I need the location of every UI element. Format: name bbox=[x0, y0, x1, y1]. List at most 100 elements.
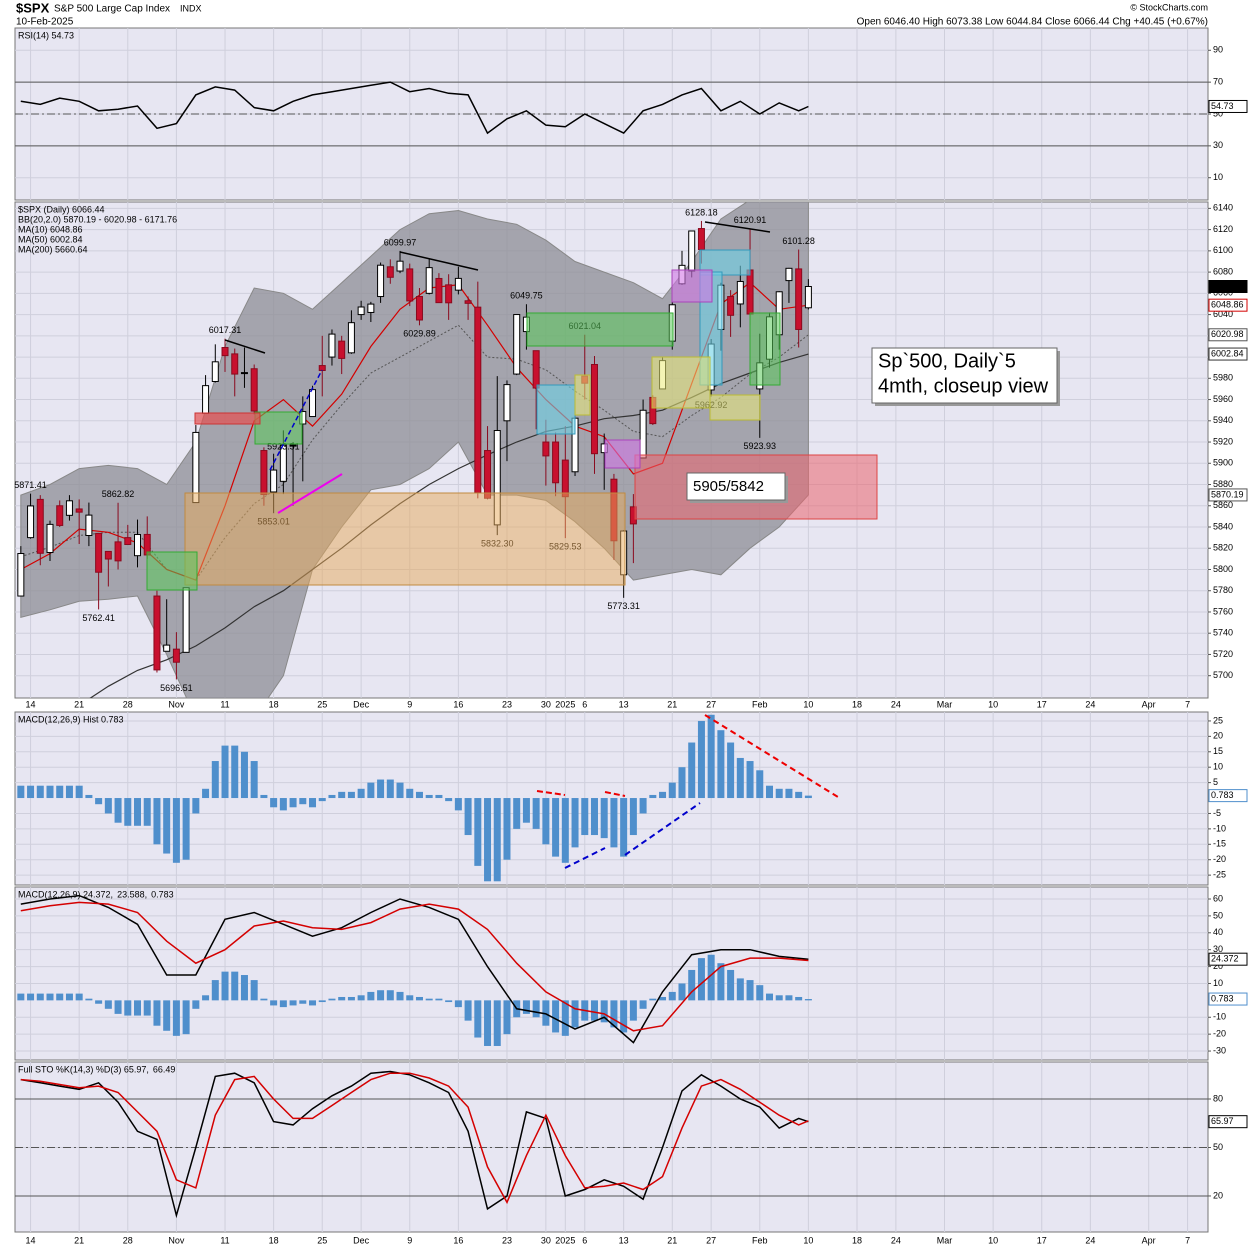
histogram-bar bbox=[75, 993, 83, 1001]
bollinger-middle bbox=[20, 324, 809, 581]
trend-line bbox=[704, 221, 771, 233]
histogram-bar bbox=[707, 954, 715, 1001]
x-tick-label: 28 bbox=[123, 699, 133, 709]
histogram-bar bbox=[192, 798, 200, 814]
histogram-bar bbox=[260, 998, 268, 1001]
zone bbox=[254, 411, 303, 445]
histogram-bar bbox=[124, 798, 132, 826]
histogram-bar bbox=[163, 798, 171, 854]
histogram-bar bbox=[425, 794, 433, 799]
y-tick-label: -25 bbox=[1213, 870, 1226, 880]
histogram-bar bbox=[727, 969, 735, 1001]
histogram-bar bbox=[775, 995, 783, 1001]
candle-body bbox=[367, 303, 375, 313]
value-tag bbox=[1208, 347, 1248, 361]
histogram-bar bbox=[56, 993, 64, 1001]
histogram-bar bbox=[795, 996, 803, 1001]
candle-body bbox=[454, 277, 462, 291]
x-tick-label: 28 bbox=[123, 1235, 133, 1245]
y-tick-label: 5980 bbox=[1213, 373, 1233, 383]
y-tick-label: 10 bbox=[1213, 172, 1223, 182]
candle-body bbox=[95, 532, 103, 573]
zone bbox=[184, 492, 626, 586]
candle-body bbox=[289, 444, 297, 447]
candle-body bbox=[85, 514, 93, 536]
value-tag bbox=[1208, 952, 1248, 966]
x-tick-label: 7 bbox=[1185, 1235, 1190, 1245]
histogram-bar bbox=[415, 996, 423, 1001]
candle-body bbox=[785, 267, 793, 282]
histogram-bar bbox=[425, 998, 433, 1001]
y-tick-label: -10 bbox=[1213, 823, 1226, 833]
histogram-bar bbox=[143, 1000, 151, 1016]
histogram-bar bbox=[804, 999, 812, 1001]
histogram-bar bbox=[406, 788, 414, 799]
date: 10-Feb-2025 bbox=[16, 17, 74, 28]
histogram-bar bbox=[756, 985, 764, 1001]
y-tick-label: 20 bbox=[1213, 1190, 1223, 1200]
trend-line bbox=[704, 714, 839, 798]
histogram-bar bbox=[211, 761, 219, 799]
histogram-bar bbox=[338, 791, 346, 799]
histogram-bar bbox=[688, 742, 696, 799]
candle-body bbox=[202, 385, 210, 414]
histogram-bar bbox=[435, 794, 443, 799]
quote: Open 6046.40 High 6073.38 Low 6044.84 Cl… bbox=[857, 17, 1208, 28]
histogram-bar bbox=[639, 1000, 647, 1009]
candle-body bbox=[513, 314, 521, 375]
y-tick-label: 5740 bbox=[1213, 628, 1233, 638]
trend-line bbox=[269, 369, 323, 471]
histogram-bar bbox=[503, 1000, 511, 1035]
value-tag bbox=[1208, 298, 1248, 312]
x-tick-label: Dec bbox=[353, 1235, 370, 1245]
value-tag-label: 5870.19 bbox=[1211, 489, 1244, 499]
histogram-bar bbox=[377, 779, 385, 799]
histogram-bar bbox=[620, 1000, 628, 1033]
zone bbox=[699, 249, 751, 276]
value-tag-label: 54.73 bbox=[1211, 101, 1234, 111]
y-tick-label: 6120 bbox=[1213, 224, 1233, 234]
panel-layer bbox=[15, 1062, 1208, 1232]
histogram-bar bbox=[328, 794, 336, 799]
histogram-bar bbox=[202, 995, 210, 1001]
value-tag-label: 65.97 bbox=[1211, 1116, 1234, 1126]
price-label: 5923.51 bbox=[267, 442, 300, 452]
histogram-bar bbox=[756, 770, 764, 799]
candle-body bbox=[134, 534, 142, 557]
x-tick-label: 18 bbox=[269, 1235, 279, 1245]
x-tick-label: Nov bbox=[168, 699, 185, 709]
y-tick-label: -20 bbox=[1213, 1029, 1226, 1039]
candle-body bbox=[474, 306, 482, 494]
histogram-bar bbox=[620, 798, 628, 857]
x-tick-label: 27 bbox=[706, 699, 716, 709]
candle-body bbox=[590, 364, 598, 455]
candle-body bbox=[309, 389, 317, 418]
candle-body bbox=[124, 537, 132, 546]
histogram-bar bbox=[85, 998, 93, 1001]
histogram-bar bbox=[765, 993, 773, 1001]
histogram-bar bbox=[202, 788, 210, 799]
histogram-bar bbox=[36, 785, 44, 799]
candle-body bbox=[250, 368, 258, 412]
histogram-bar bbox=[279, 798, 287, 811]
histogram-bar bbox=[727, 742, 735, 799]
credit: © StockCharts.com bbox=[1130, 2, 1208, 12]
histogram-bar bbox=[532, 798, 540, 829]
price-label: 6029.89 bbox=[403, 329, 436, 339]
price-label: 6099.97 bbox=[384, 237, 417, 247]
y-tick-label: 5 bbox=[1213, 777, 1218, 787]
zone bbox=[709, 394, 761, 421]
histogram-bar bbox=[503, 798, 511, 860]
y-tick-label: 50 bbox=[1213, 910, 1223, 920]
histogram-bar bbox=[522, 798, 530, 823]
histogram-bar bbox=[172, 1000, 180, 1036]
x-tick-label: 17 bbox=[1037, 1235, 1047, 1245]
histogram-bar bbox=[629, 798, 637, 836]
histogram-bar bbox=[260, 794, 268, 799]
value-tag-label: 6020.98 bbox=[1211, 329, 1244, 339]
histogram-bar bbox=[299, 1000, 307, 1004]
y-tick-label: -15 bbox=[1213, 839, 1226, 849]
value-tag-label: 24.372 bbox=[1211, 954, 1239, 964]
price-label: 5762.41 bbox=[82, 613, 115, 623]
zone bbox=[194, 412, 261, 425]
